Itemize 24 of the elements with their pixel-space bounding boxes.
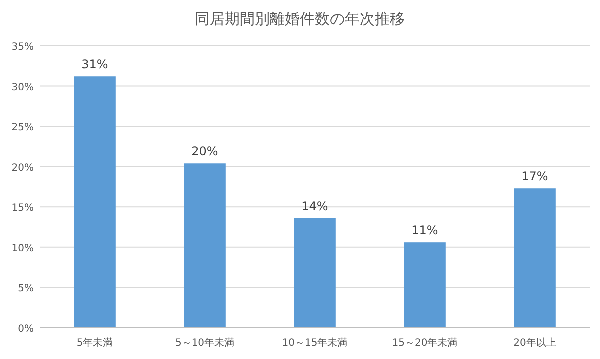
y-tick-label: 20% xyxy=(12,162,34,174)
bar xyxy=(294,218,336,328)
y-tick-label: 25% xyxy=(12,122,34,134)
data-label: 14% xyxy=(302,199,328,214)
bar xyxy=(184,164,226,328)
bar xyxy=(514,188,556,328)
x-tick-label: 10～15年未満 xyxy=(282,337,348,349)
bar xyxy=(74,76,116,328)
data-label: 20% xyxy=(192,144,218,159)
y-tick-label: 35% xyxy=(12,42,34,53)
bar xyxy=(404,242,446,328)
data-label: 11% xyxy=(412,224,438,238)
y-tick-label: 0% xyxy=(18,324,34,335)
x-tick-label: 5～10年未満 xyxy=(175,337,235,349)
y-tick-label: 30% xyxy=(12,82,34,94)
x-tick-label: 15～20年未満 xyxy=(392,337,458,349)
y-tick-label: 10% xyxy=(12,243,34,254)
chart-title: 同居期間別離婚件数の年次推移 xyxy=(195,10,405,28)
data-label: 31% xyxy=(82,58,108,72)
y-tick-label: 15% xyxy=(12,203,34,214)
x-tick-label: 5年未満 xyxy=(76,337,114,349)
y-tick-label: 5% xyxy=(18,284,34,295)
x-tick-label: 20年以上 xyxy=(514,337,556,349)
data-label: 17% xyxy=(522,170,548,184)
